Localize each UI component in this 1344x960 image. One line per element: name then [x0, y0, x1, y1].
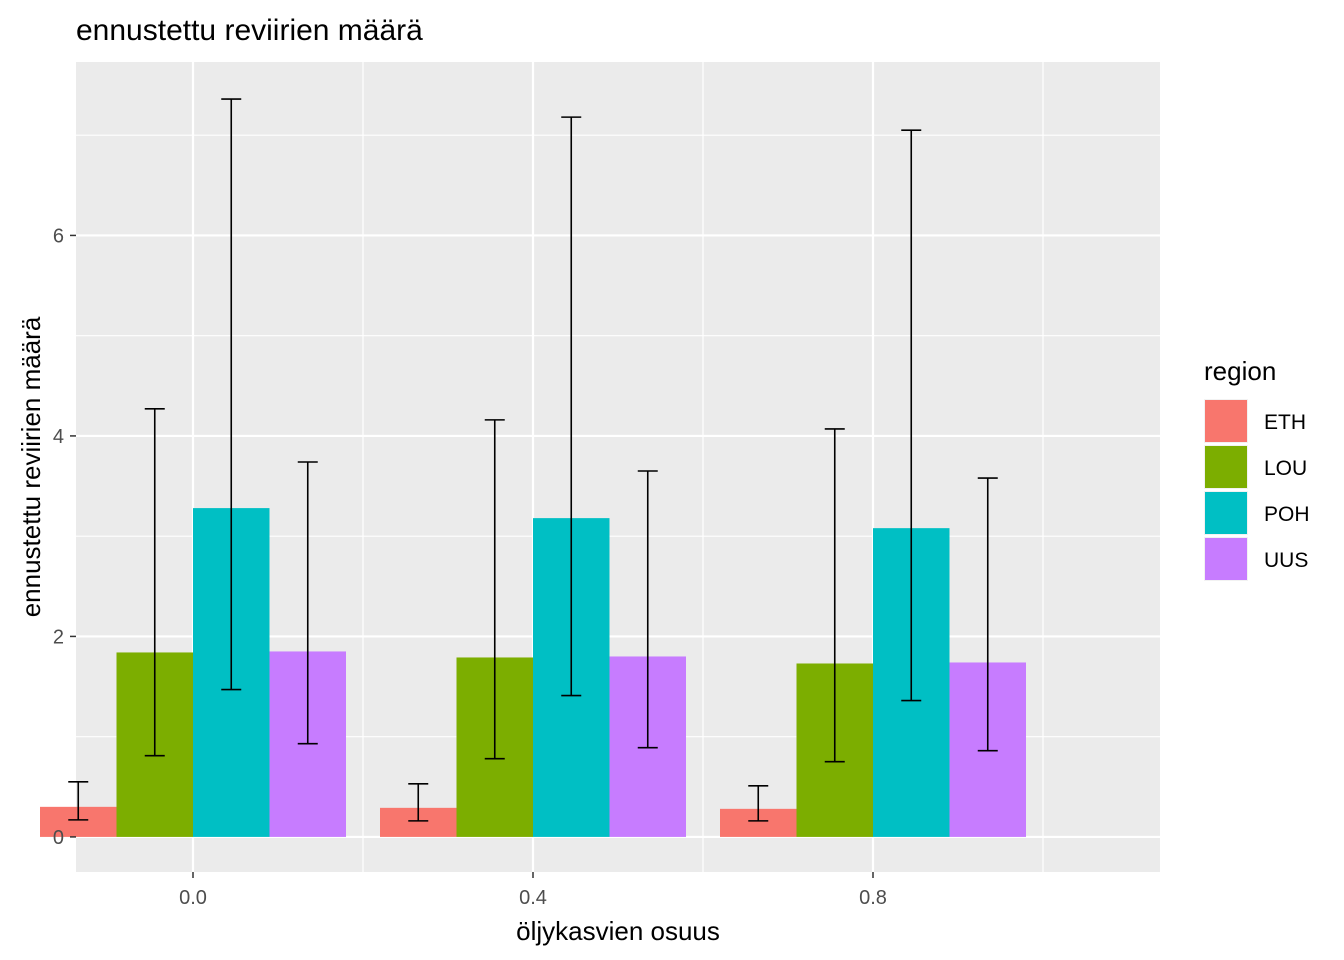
x-tick-label: 0.4 — [519, 887, 547, 909]
y-tick-label: 6 — [53, 225, 64, 247]
y-tick-label: 0 — [53, 827, 64, 849]
legend-label-poh: POH — [1264, 503, 1310, 526]
y-axis: 0 2 4 6 — [53, 225, 76, 849]
legend-swatch-uus — [1205, 538, 1247, 580]
legend-label-uus: UUS — [1264, 549, 1308, 572]
x-axis-title: öljykasvien osuus — [516, 916, 720, 946]
legend-swatch-lou — [1205, 446, 1247, 488]
legend: region ETH LOU POH UUS — [1204, 356, 1310, 581]
y-axis-title: ennustettu reviirien määrä — [16, 316, 46, 617]
legend-label-eth: ETH — [1264, 411, 1306, 434]
legend-swatch-eth — [1205, 400, 1247, 442]
legend-swatch-poh — [1205, 492, 1247, 534]
y-tick-label: 4 — [53, 426, 64, 448]
legend-label-lou: LOU — [1264, 457, 1307, 480]
chart-title: ennustettu reviirien määrä — [76, 14, 423, 47]
legend-title: region — [1204, 356, 1276, 386]
x-tick-label: 0.0 — [179, 887, 207, 909]
y-tick-label: 2 — [53, 626, 64, 648]
error-bars — [68, 98, 998, 822]
x-tick-label: 0.8 — [859, 887, 887, 909]
x-axis: 0.0 0.4 0.8 — [179, 872, 887, 909]
